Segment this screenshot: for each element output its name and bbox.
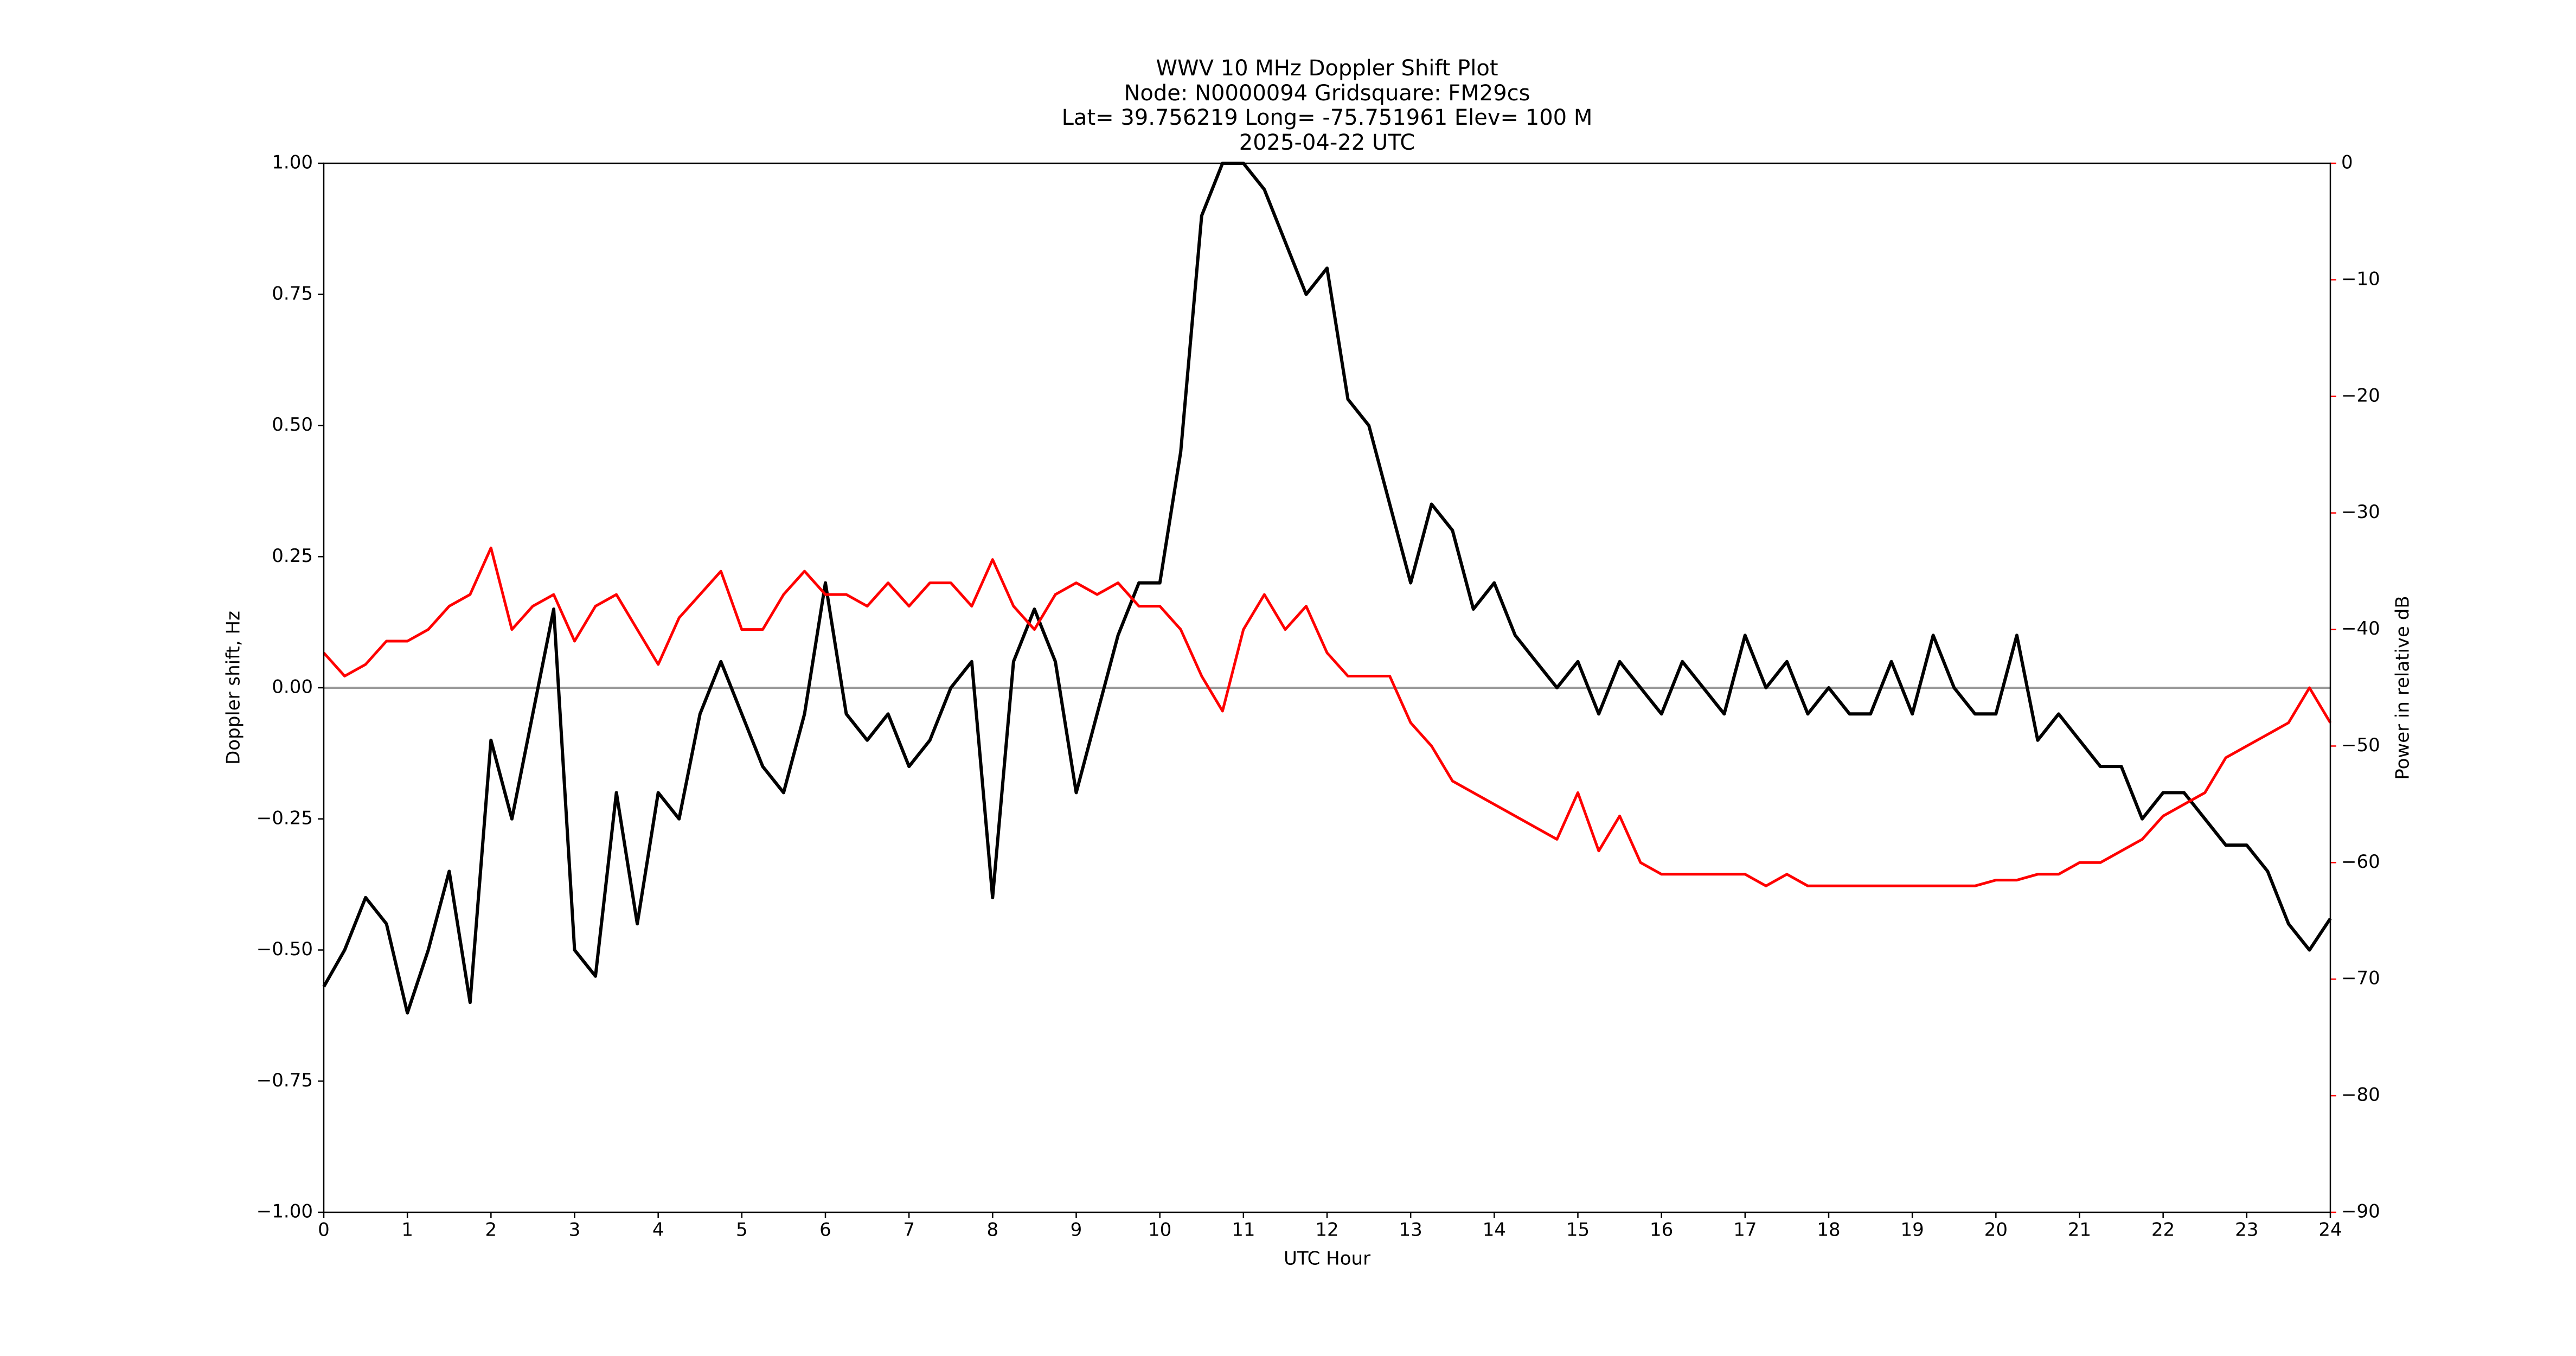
series-line	[322, 162, 2332, 1015]
y2-tick-label: −70	[2341, 968, 2380, 989]
x-tick-label: 16	[1650, 1219, 1673, 1241]
chart-subtitle: Lat= 39.756219 Long= -75.751961 Elev= 10…	[1062, 105, 1593, 130]
y2-tick-label: −50	[2341, 734, 2380, 756]
y-tick-label: 0.25	[272, 545, 313, 567]
y-tick-label: 0.75	[272, 283, 313, 304]
y-tick-label: −0.50	[257, 938, 313, 960]
x-tick-label: 8	[987, 1219, 999, 1241]
x-tick-label: 19	[1901, 1219, 1924, 1241]
y2-tick-label: −20	[2341, 385, 2380, 406]
x-tick-label: 15	[1566, 1219, 1590, 1241]
y-tick-label: −0.25	[257, 807, 313, 829]
chart-subtitle: Node: N0000094 Gridsquare: FM29cs	[1124, 81, 1530, 106]
y2-tick-label: −40	[2341, 618, 2380, 639]
x-tick-label: 12	[1315, 1219, 1338, 1241]
x-tick-label: 11	[1232, 1219, 1255, 1241]
y-tick-label: 1.00	[272, 152, 313, 174]
x-tick-label: 2	[485, 1219, 497, 1241]
x-tick-label: 10	[1148, 1219, 1171, 1241]
y-tick-label: −0.75	[257, 1070, 313, 1091]
x-tick-label: 6	[819, 1219, 831, 1241]
y2-tick-label: −30	[2341, 501, 2380, 523]
x-tick-label: 20	[1984, 1219, 2008, 1241]
y-tick-label: 0.50	[272, 414, 313, 436]
y-axis-label: Doppler shift, Hz	[223, 611, 245, 765]
y-tick-label: 0.00	[272, 676, 313, 698]
y2-tick-label: −60	[2341, 851, 2380, 873]
x-tick-label: 23	[2235, 1219, 2258, 1241]
chart-subtitle: 2025-04-22 UTC	[1239, 130, 1415, 155]
chart-title: WWV 10 MHz Doppler Shift Plot	[1156, 56, 1498, 81]
y2-tick-label: −10	[2341, 268, 2380, 290]
x-tick-label: 13	[1399, 1219, 1422, 1241]
x-tick-label: 4	[652, 1219, 664, 1241]
series-line	[323, 546, 2332, 887]
x-tick-label: 17	[1733, 1219, 1757, 1241]
x-tick-label: 3	[569, 1219, 581, 1241]
y2-tick-label: 0	[2341, 152, 2353, 174]
x-tick-label: 24	[2318, 1219, 2342, 1241]
y-tick-label: −1.00	[257, 1201, 313, 1223]
y2-tick-label: −90	[2341, 1201, 2380, 1223]
x-tick-label: 1	[401, 1219, 413, 1241]
y2-tick-label: −80	[2341, 1084, 2380, 1106]
x-tick-label: 5	[736, 1219, 748, 1241]
x-tick-label: 22	[2151, 1219, 2175, 1241]
x-axis-label: UTC Hour	[1284, 1248, 1370, 1270]
x-tick-label: 7	[903, 1219, 915, 1241]
x-tick-label: 21	[2068, 1219, 2091, 1241]
x-tick-label: 18	[1817, 1219, 1840, 1241]
x-tick-label: 14	[1483, 1219, 1506, 1241]
x-tick-label: 0	[318, 1219, 330, 1241]
y2-axis-label: Power in relative dB	[2392, 596, 2414, 779]
x-tick-label: 9	[1071, 1219, 1082, 1241]
plot-frame	[323, 162, 2331, 1213]
